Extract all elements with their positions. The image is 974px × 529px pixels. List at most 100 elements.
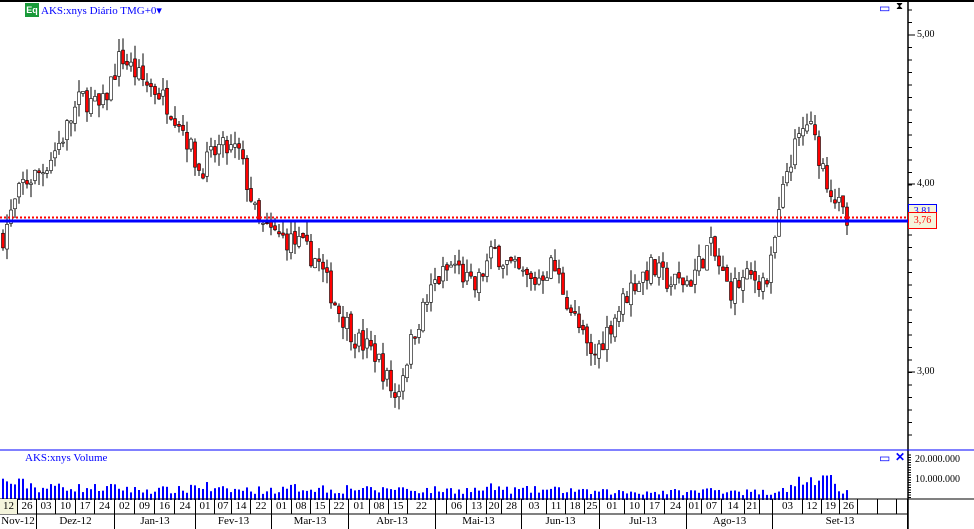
candle-body	[653, 259, 657, 276]
candle-body	[25, 180, 29, 185]
candle-body	[41, 172, 45, 175]
volume-bar	[182, 490, 184, 500]
volume-bar	[594, 490, 596, 500]
volume-bar	[642, 494, 644, 500]
caret-down-icon[interactable]: ▾	[156, 5, 162, 17]
volume-bar	[810, 477, 812, 500]
volume-bar	[74, 491, 76, 500]
volume-bar	[638, 493, 640, 500]
volume-bar	[266, 491, 268, 500]
volume-bar	[102, 490, 104, 500]
month-label: Jul-13	[600, 514, 687, 529]
volume-bar	[422, 492, 424, 500]
day-label: 19	[822, 499, 840, 514]
candle-body	[469, 271, 473, 277]
day-label: 13	[467, 499, 487, 514]
candle-body	[209, 146, 213, 151]
volume-bar	[614, 493, 616, 500]
volume-bar	[178, 486, 180, 500]
volume-bar	[246, 487, 248, 500]
candle-body	[761, 277, 765, 292]
volume-bar	[438, 491, 440, 500]
candle-body	[161, 89, 165, 97]
candle-body	[757, 281, 761, 290]
day-label: 01	[600, 499, 625, 514]
volume-bar	[290, 484, 292, 500]
volume-bar	[226, 488, 228, 500]
month-label: Set-13	[773, 514, 908, 529]
candle-body	[737, 280, 741, 288]
candle-body	[457, 260, 461, 266]
candle-body	[53, 150, 57, 159]
candle-body	[777, 209, 781, 237]
volume-bar	[214, 488, 216, 500]
volume-bar	[54, 485, 56, 500]
day-label: 14	[722, 499, 745, 514]
volume-bar	[490, 483, 492, 500]
volume-bar	[274, 493, 276, 500]
volume-bar	[478, 490, 480, 500]
candle-body	[369, 340, 373, 347]
volume-bar	[94, 484, 96, 500]
candle-body	[73, 106, 77, 124]
volume-bar	[766, 494, 768, 500]
candle-body	[337, 305, 341, 314]
day-label: 24	[665, 499, 687, 514]
volume-bar	[774, 492, 776, 500]
day-label: 08	[292, 499, 311, 514]
volume-bar	[742, 495, 744, 500]
volume-bar	[610, 494, 612, 500]
candle-body	[657, 262, 661, 278]
candle-body	[65, 120, 69, 140]
volume-bar	[394, 489, 396, 500]
candle-body	[541, 275, 545, 281]
candle-body	[341, 316, 345, 328]
volume-bar	[686, 492, 688, 500]
top-border	[0, 0, 974, 2]
volume-close-icon[interactable]: ✕	[895, 450, 906, 464]
volume-bar	[738, 491, 740, 500]
candle-body	[725, 267, 729, 282]
day-label: 07	[702, 499, 722, 514]
hourglass-icon[interactable]: ⧗	[896, 1, 904, 12]
candle-body	[741, 276, 745, 291]
candle-body	[697, 256, 701, 272]
maximize-icon[interactable]: ▭	[879, 1, 891, 15]
candle-body	[245, 157, 249, 190]
candle-body	[109, 76, 113, 101]
candle-body	[569, 307, 573, 313]
volume-bar	[62, 487, 64, 500]
volume-bar	[598, 491, 600, 500]
candle-body	[721, 266, 725, 271]
candle-body	[845, 206, 849, 226]
candle-body	[193, 141, 197, 168]
volume-maximize-icon[interactable]: ▭	[879, 451, 891, 465]
candle-body	[77, 91, 81, 105]
candle-body	[221, 137, 225, 146]
candle-body	[17, 183, 21, 198]
volume-bar	[414, 490, 416, 500]
volume-bar	[106, 486, 108, 500]
chart-title[interactable]: AKS:xnys Diário TMG+0▾	[25, 4, 162, 17]
candle-body	[769, 254, 773, 283]
candle-body	[833, 199, 837, 204]
volume-bar	[386, 488, 388, 500]
volume-bar	[730, 490, 732, 500]
volume-bar	[818, 480, 820, 500]
candle-body	[325, 267, 329, 273]
month-label: Dez-12	[37, 514, 115, 529]
volume-bar	[790, 484, 792, 500]
candle-body	[293, 231, 297, 245]
volume-bar	[814, 485, 816, 500]
volume-bar	[34, 487, 36, 500]
volume-bar	[842, 493, 844, 500]
candle-body	[729, 281, 733, 301]
volume-bar	[382, 487, 384, 500]
candle-body	[357, 332, 361, 347]
day-label: 26	[840, 499, 858, 514]
day-label: 01	[349, 499, 370, 514]
candle-body	[625, 296, 629, 303]
candle-body	[81, 91, 85, 94]
volume-bar	[402, 487, 404, 500]
